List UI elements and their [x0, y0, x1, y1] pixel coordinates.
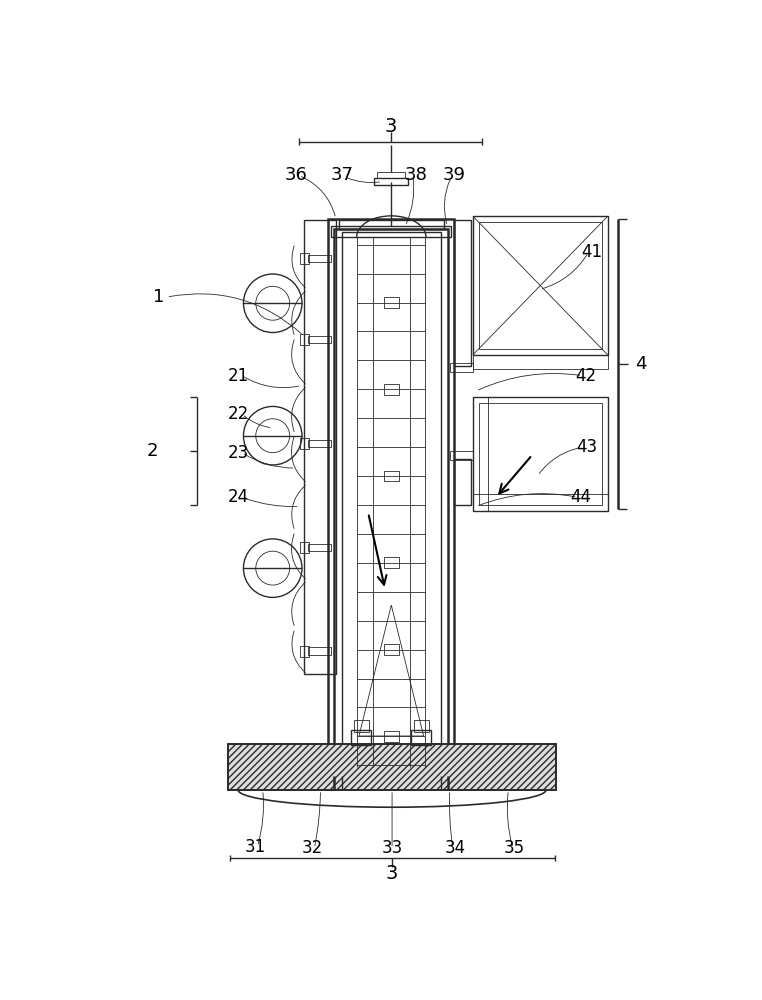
Bar [299, 253, 309, 264]
Bar [473, 355, 607, 369]
Bar [473, 216, 607, 355]
Text: 23: 23 [227, 444, 248, 462]
Text: 1: 1 [153, 288, 165, 306]
Text: 31: 31 [245, 838, 266, 856]
Bar [299, 334, 309, 345]
Bar [454, 459, 472, 505]
Text: 21: 21 [227, 367, 248, 385]
Bar [383, 297, 399, 308]
Text: 32: 32 [302, 839, 323, 857]
Bar [228, 744, 556, 790]
Text: 33: 33 [382, 839, 402, 857]
Bar [354, 720, 369, 732]
Bar [454, 220, 472, 366]
Text: 4: 4 [635, 355, 646, 373]
Bar [308, 440, 331, 447]
Text: 43: 43 [576, 438, 597, 456]
Bar [473, 397, 488, 511]
Bar [383, 731, 399, 742]
Bar [377, 172, 405, 178]
Bar [479, 222, 601, 349]
Bar [308, 647, 331, 655]
Bar [228, 744, 556, 790]
Bar [331, 226, 451, 237]
Bar [383, 471, 399, 481]
Bar [473, 397, 607, 511]
Text: 35: 35 [504, 839, 525, 857]
Bar [303, 220, 336, 674]
Bar [335, 229, 448, 776]
Bar [342, 232, 440, 771]
Text: 34: 34 [445, 839, 466, 857]
Bar [308, 336, 331, 343]
Bar [411, 730, 431, 745]
Text: 44: 44 [570, 488, 591, 506]
Text: 24: 24 [228, 488, 248, 506]
Bar [383, 644, 399, 655]
Text: 22: 22 [227, 405, 248, 423]
Text: 39: 39 [443, 166, 466, 184]
Text: 36: 36 [284, 166, 307, 184]
Bar [450, 451, 473, 460]
Bar [479, 403, 601, 505]
Bar [308, 544, 331, 551]
Text: 37: 37 [331, 166, 354, 184]
Bar [328, 219, 454, 776]
Bar [339, 220, 443, 229]
Text: 3: 3 [384, 117, 397, 136]
Text: 2: 2 [147, 442, 158, 460]
Bar [383, 557, 399, 568]
Bar [473, 494, 607, 511]
Bar [351, 730, 371, 745]
Bar [299, 542, 309, 553]
Text: 42: 42 [575, 367, 596, 385]
Bar [383, 384, 399, 395]
Bar [299, 646, 309, 657]
Bar [299, 438, 309, 449]
Text: 38: 38 [405, 166, 427, 184]
Bar [374, 178, 408, 185]
Text: 41: 41 [581, 243, 602, 261]
Text: 3: 3 [386, 864, 399, 883]
Bar [450, 363, 473, 372]
Bar [414, 720, 429, 732]
Bar [308, 255, 331, 262]
